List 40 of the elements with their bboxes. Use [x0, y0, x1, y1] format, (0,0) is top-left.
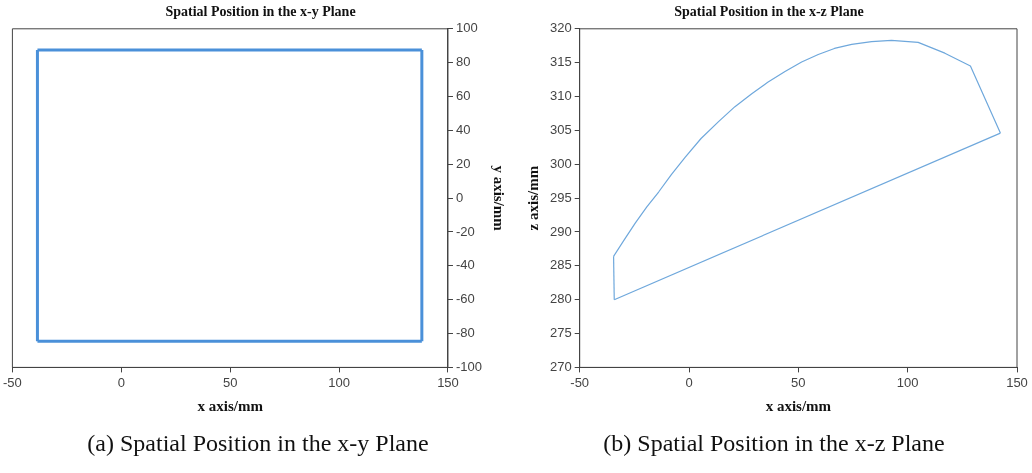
- y2-axis-title: y axis/mm: [491, 165, 508, 232]
- x-tick-label: 0: [117, 374, 125, 390]
- y2-tick-label: 20: [455, 155, 471, 171]
- text: (a) Spatial Position in the x-y Plane: [86, 430, 430, 457]
- y-tick-label: 280: [549, 291, 572, 307]
- y-tick-label: 270: [549, 358, 572, 374]
- x-tick-label: 100: [328, 374, 350, 390]
- x-tick-label: 150: [1006, 374, 1028, 390]
- y2-tick-label: -100: [455, 358, 483, 374]
- x-tick-label: -50: [570, 374, 590, 390]
- y2-tick-label: -20: [455, 223, 475, 239]
- y2-tick-label: 80: [455, 54, 471, 70]
- y-axis-title: z axis/mm: [524, 165, 541, 231]
- y-tick-label: 305: [549, 121, 572, 137]
- chart-title: Spatial Position in the x-y Plane: [165, 4, 356, 20]
- y2-tick-label: -40: [455, 257, 475, 273]
- y-tick-label: 285: [549, 257, 572, 273]
- x-axis-title: x axis/mm: [197, 397, 264, 414]
- x-tick-label: 150: [437, 374, 459, 390]
- y-tick-label: 290: [549, 223, 572, 239]
- x-tick-label: 100: [896, 374, 919, 390]
- chart-title: Spatial Position in the x-z Plane: [674, 4, 864, 20]
- y2-tick-label: 0: [455, 189, 464, 205]
- y2-tick-label: 60: [455, 88, 471, 104]
- y-tick-label: 300: [549, 155, 572, 171]
- x-axis-title: x axis/mm: [765, 397, 832, 414]
- y-tick-label: 275: [549, 325, 572, 341]
- x-tick-label: 0: [685, 374, 693, 390]
- text: (b) Spatial Position in the x-z Plane: [602, 430, 946, 457]
- y-tick-label: 315: [549, 54, 572, 70]
- y-tick-label: 310: [549, 88, 572, 104]
- y2-tick-label: 40: [455, 121, 471, 137]
- y2-tick-label: -80: [455, 325, 475, 341]
- y2-tick-label: 100: [455, 20, 478, 36]
- y-tick-label: 320: [549, 20, 572, 36]
- y-tick-label: 295: [549, 189, 572, 205]
- x-tick-label: -50: [3, 374, 22, 390]
- x-tick-label: 50: [791, 374, 806, 390]
- y2-tick-label: -60: [455, 291, 475, 307]
- x-tick-label: 50: [222, 374, 238, 390]
